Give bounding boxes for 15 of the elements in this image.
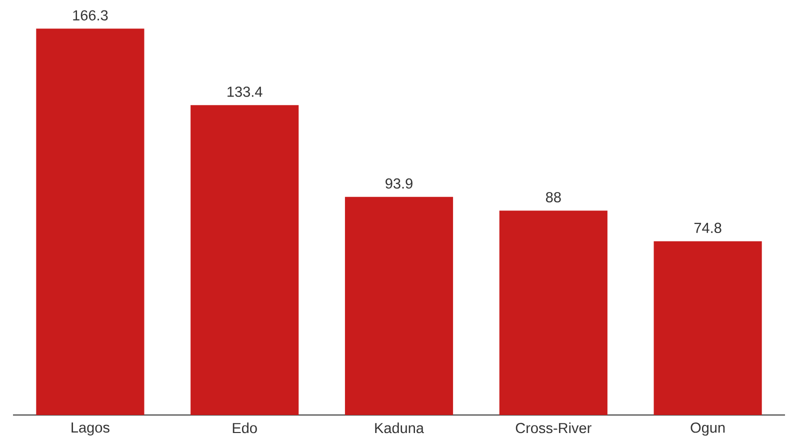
bar — [499, 210, 608, 415]
bar — [654, 241, 762, 415]
x-tick-label: Ogun — [690, 422, 725, 436]
x-tick-label: Lagos — [72, 422, 110, 436]
data-label: 74.8 — [694, 222, 722, 234]
x-tick-label: Kaduna — [375, 422, 424, 434]
data-label: 88 — [546, 192, 561, 202]
data-label: 93.9 — [386, 178, 412, 189]
x-tick-label: Edo — [232, 422, 257, 434]
bar — [344, 196, 454, 415]
x-tick-label: Cross-River — [516, 422, 592, 434]
bar — [36, 28, 144, 415]
data-label: 133.4 — [228, 86, 262, 97]
bar — [190, 105, 299, 415]
data-label: 166.3 — [73, 10, 108, 20]
